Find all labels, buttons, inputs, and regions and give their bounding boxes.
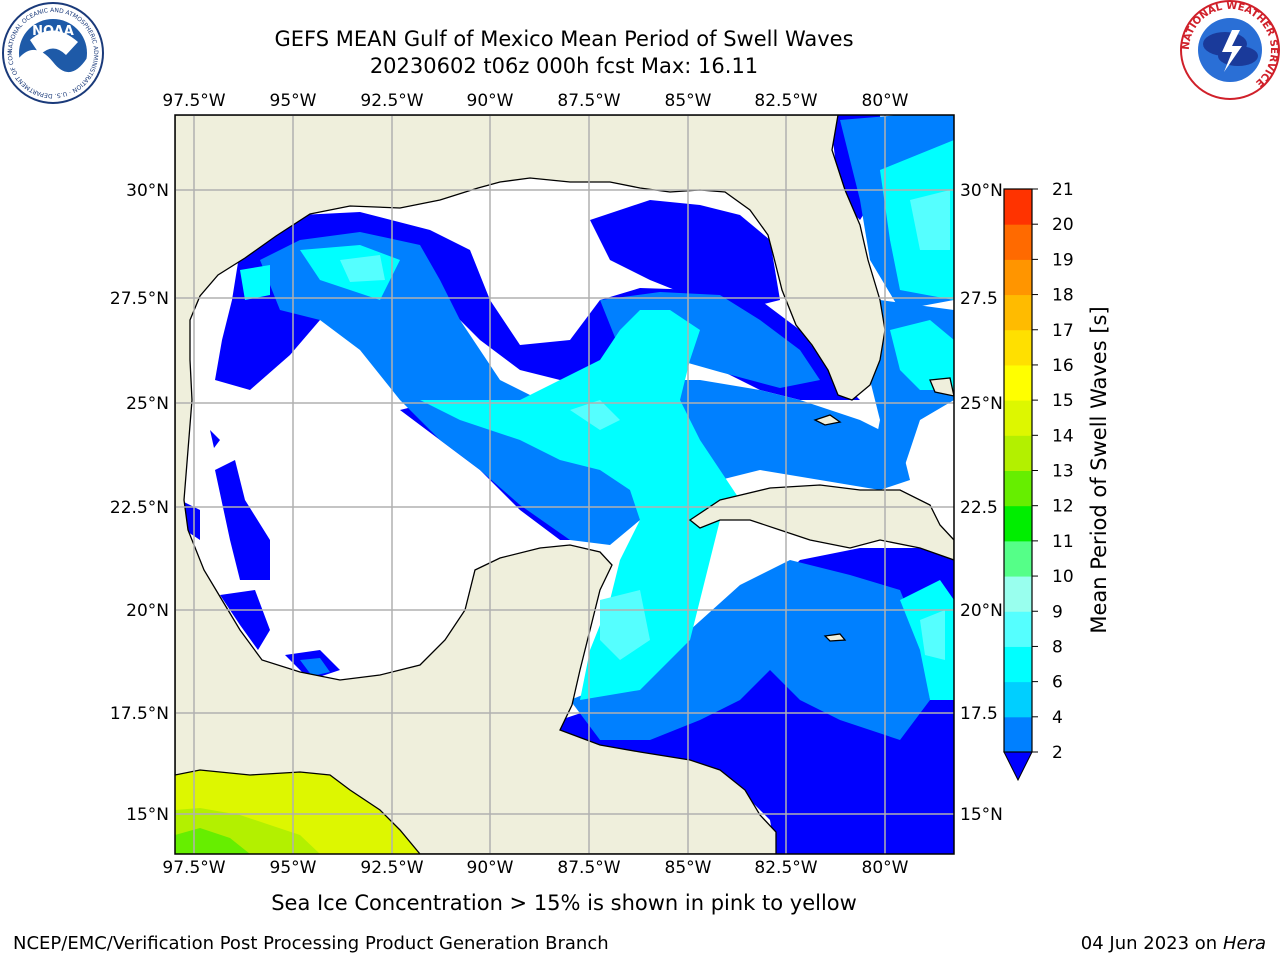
lon-label-top: 92.5°W: [360, 91, 423, 111]
lon-label-top: 80°W: [862, 91, 909, 111]
lat-label-right: 15°N: [960, 805, 1003, 825]
colorbar-tick-label: 20: [1052, 215, 1074, 235]
lon-label-bottom: 82.5°W: [754, 858, 817, 878]
noaa-logo-text: NOAA: [32, 24, 74, 39]
credit-timestamp: 04 Jun 2023 on Hera: [1081, 933, 1266, 954]
colorbar-tick-label: 19: [1052, 250, 1074, 270]
colorbar-tick-label: 16: [1052, 356, 1074, 376]
map-subtitle: 20230602 t06z 000h fcst Max: 16.11: [369, 54, 759, 78]
colorbar: 2 4 6 8 9 10 11 12 13 14 15 16 17 18 19 20 21 Mean Perio…: [1003, 180, 1111, 782]
colorbar-tick-label: 4: [1052, 708, 1063, 728]
nws-logo: NATIONAL WEATHER SERVICE: [1180, 0, 1280, 100]
lon-labels-top: 97.5°W 95°W 92.5°W 90°W 87.5°W 85°W 82.5…: [162, 91, 908, 111]
lat-label-left: 15°N: [126, 805, 169, 825]
colorbar-tick-label: 17: [1052, 321, 1074, 341]
colorbar-tick-label: 9: [1052, 602, 1063, 622]
colorbar-label: Mean Period of Swell Waves [s]: [1087, 306, 1111, 633]
lon-label-bottom: 85°W: [665, 858, 712, 878]
lat-label-left: 27.5°N: [110, 289, 169, 309]
map-frame: [174, 114, 955, 855]
lon-label-top: 82.5°W: [754, 91, 817, 111]
colorbar-tick-label: 2: [1052, 743, 1063, 763]
colorbar-segment: [1004, 364, 1032, 401]
colorbar-segment: [1004, 611, 1032, 647]
lat-label-left: 17.5°N: [110, 704, 169, 724]
land-masses: [175, 115, 954, 854]
credit-branch: NCEP/EMC/Verification Post Processing Pr…: [13, 933, 609, 954]
lat-label-right: 17.5: [960, 704, 998, 724]
lon-label-top: 87.5°W: [557, 91, 620, 111]
lon-label-top: 97.5°W: [162, 91, 225, 111]
colorbar-tick-label: 15: [1052, 391, 1074, 411]
colorbar-segment: [1004, 646, 1032, 683]
colorbar-segment: [1004, 224, 1032, 260]
colorbar-segment: [1004, 470, 1032, 507]
lon-label-top: 90°W: [467, 91, 514, 111]
colorbar-tick-label: 21: [1052, 180, 1074, 200]
map-title: GEFS MEAN Gulf of Mexico Mean Period of …: [274, 27, 854, 51]
colorbar-tick-label: 10: [1052, 567, 1074, 587]
colorbar-tick-label: 14: [1052, 426, 1074, 446]
colorbar-segment: [1004, 716, 1032, 753]
lon-label-bottom: 92.5°W: [360, 858, 423, 878]
colorbar-segment: [1004, 435, 1032, 471]
lon-label-bottom: 90°W: [467, 858, 514, 878]
lon-label-top: 85°W: [665, 91, 712, 111]
lat-label-left: 20°N: [126, 601, 169, 621]
lon-label-bottom: 87.5°W: [557, 858, 620, 878]
colorbar-tick-label: 13: [1052, 462, 1074, 482]
colorbar-ticks: 2 4 6 8 9 10 11 12 13 14 15 16 17 18 19 20 21: [1032, 180, 1074, 763]
noaa-logo: NOAA NATIONAL OCEANIC AND ATMOSPHERIC AD…: [0, 0, 104, 104]
lon-label-top: 95°W: [270, 91, 317, 111]
colorbar-segment: [1004, 505, 1032, 542]
colorbar-segment: [1004, 294, 1032, 331]
colorbar-tick-label: 11: [1052, 532, 1074, 552]
colorbar-under-arrow: [1003, 751, 1033, 782]
colorbar-segment: [1004, 189, 1032, 225]
sea-ice-note: Sea Ice Concentration > 15% is shown in …: [271, 891, 857, 915]
lat-label-right: 20°N: [960, 601, 1003, 621]
lat-label-right: 27.5: [960, 289, 998, 309]
colorbar-segments: [1004, 189, 1032, 753]
colorbar-segment: [1004, 259, 1032, 296]
lat-labels-left: 30°N 27.5°N 25°N 22.5°N 20°N 17.5°N 15°N: [110, 181, 169, 825]
colorbar-segment: [1004, 681, 1032, 718]
lat-label-right: 22.5: [960, 498, 998, 518]
lon-label-bottom: 95°W: [270, 858, 317, 878]
lat-label-right: 30°N: [960, 181, 1003, 201]
lat-label-left: 22.5°N: [110, 498, 169, 518]
map-area: [175, 115, 954, 854]
colorbar-tick-label: 12: [1052, 497, 1074, 517]
lon-label-bottom: 80°W: [862, 858, 909, 878]
lon-label-bottom: 97.5°W: [162, 858, 225, 878]
graticule: [175, 115, 954, 854]
colorbar-tick-label: 6: [1052, 673, 1063, 693]
lon-labels-bottom: 97.5°W 95°W 92.5°W 90°W 87.5°W 85°W 82.5…: [162, 858, 908, 878]
colorbar-segment: [1004, 576, 1032, 612]
colorbar-tick-label: 8: [1052, 637, 1063, 657]
colorbar-segment: [1004, 540, 1032, 577]
colorbar-tick-label: 18: [1052, 286, 1074, 306]
lat-label-left: 30°N: [126, 181, 169, 201]
swell-field-6-8: [340, 190, 950, 660]
lat-label-left: 25°N: [126, 394, 169, 414]
credit-host: Hera: [1222, 933, 1266, 954]
colorbar-segment: [1004, 400, 1032, 436]
lat-label-right: 25°N: [960, 394, 1003, 414]
credit-date: 04 Jun 2023 on: [1080, 933, 1218, 954]
colorbar-segment: [1004, 329, 1032, 366]
lat-labels-right: 30°N 27.5 25°N 22.5 20°N 17.5 15°N: [960, 181, 1003, 825]
